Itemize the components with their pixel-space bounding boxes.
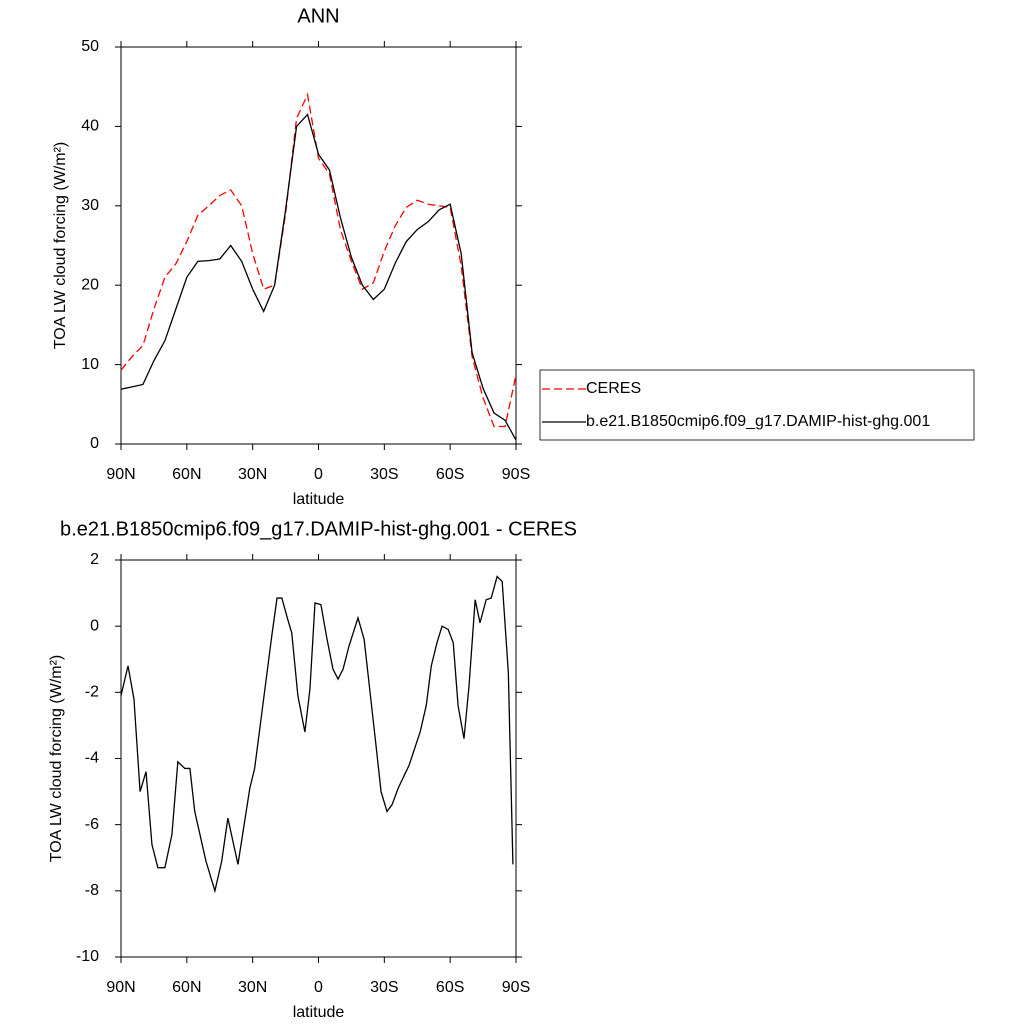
y-tick-label: 10 — [81, 356, 99, 373]
x-tick-label: 60N — [172, 979, 201, 996]
y-axis-label: TOA LW cloud forcing (W/m²) — [48, 655, 65, 862]
y-axis-label: TOA LW cloud forcing (W/m²) — [52, 142, 69, 349]
y-tick-label: 0 — [90, 617, 99, 634]
chart-title: b.e21.B1850cmip6.f09_g17.DAMIP-hist-ghg.… — [60, 518, 577, 540]
plot-frame — [120, 559, 517, 958]
legend-label: b.e21.B1850cmip6.f09_g17.DAMIP-hist-ghg.… — [586, 413, 930, 430]
chart-title: ANN — [297, 5, 339, 27]
x-axis-label: latitude — [293, 1004, 345, 1021]
x-tick-label: 30S — [370, 466, 398, 483]
x-tick-label: 0 — [314, 979, 323, 996]
x-tick-label: 0 — [314, 466, 323, 483]
y-tick-label: 30 — [81, 197, 99, 214]
x-tick-label: 90S — [502, 979, 530, 996]
y-tick-label: 50 — [81, 38, 99, 55]
x-tick-label: 30S — [370, 979, 398, 996]
legend-label: CERES — [586, 380, 641, 397]
y-tick-label: -4 — [85, 750, 99, 767]
y-tick-label: -10 — [76, 948, 99, 965]
y-tick-label: -2 — [85, 684, 99, 701]
y-tick-label: 20 — [81, 276, 99, 293]
x-tick-label: 90N — [106, 979, 135, 996]
legend-box — [539, 369, 975, 441]
data-line — [120, 575, 514, 894]
y-tick-label: 0 — [90, 435, 99, 452]
x-tick-label: 30N — [238, 466, 267, 483]
x-axis-label: latitude — [293, 491, 345, 508]
y-tick-label: 40 — [81, 118, 99, 135]
data-line — [120, 113, 517, 441]
x-tick-label: 60N — [172, 466, 201, 483]
y-tick-label: -6 — [85, 816, 99, 833]
x-tick-label: 60S — [436, 979, 464, 996]
x-tick-label: 30N — [238, 979, 267, 996]
x-tick-label: 60S — [436, 466, 464, 483]
data-line — [120, 92, 517, 428]
x-tick-label: 90S — [502, 466, 530, 483]
x-tick-label: 90N — [106, 466, 135, 483]
y-tick-label: -8 — [85, 882, 99, 899]
y-tick-label: 2 — [90, 551, 99, 568]
